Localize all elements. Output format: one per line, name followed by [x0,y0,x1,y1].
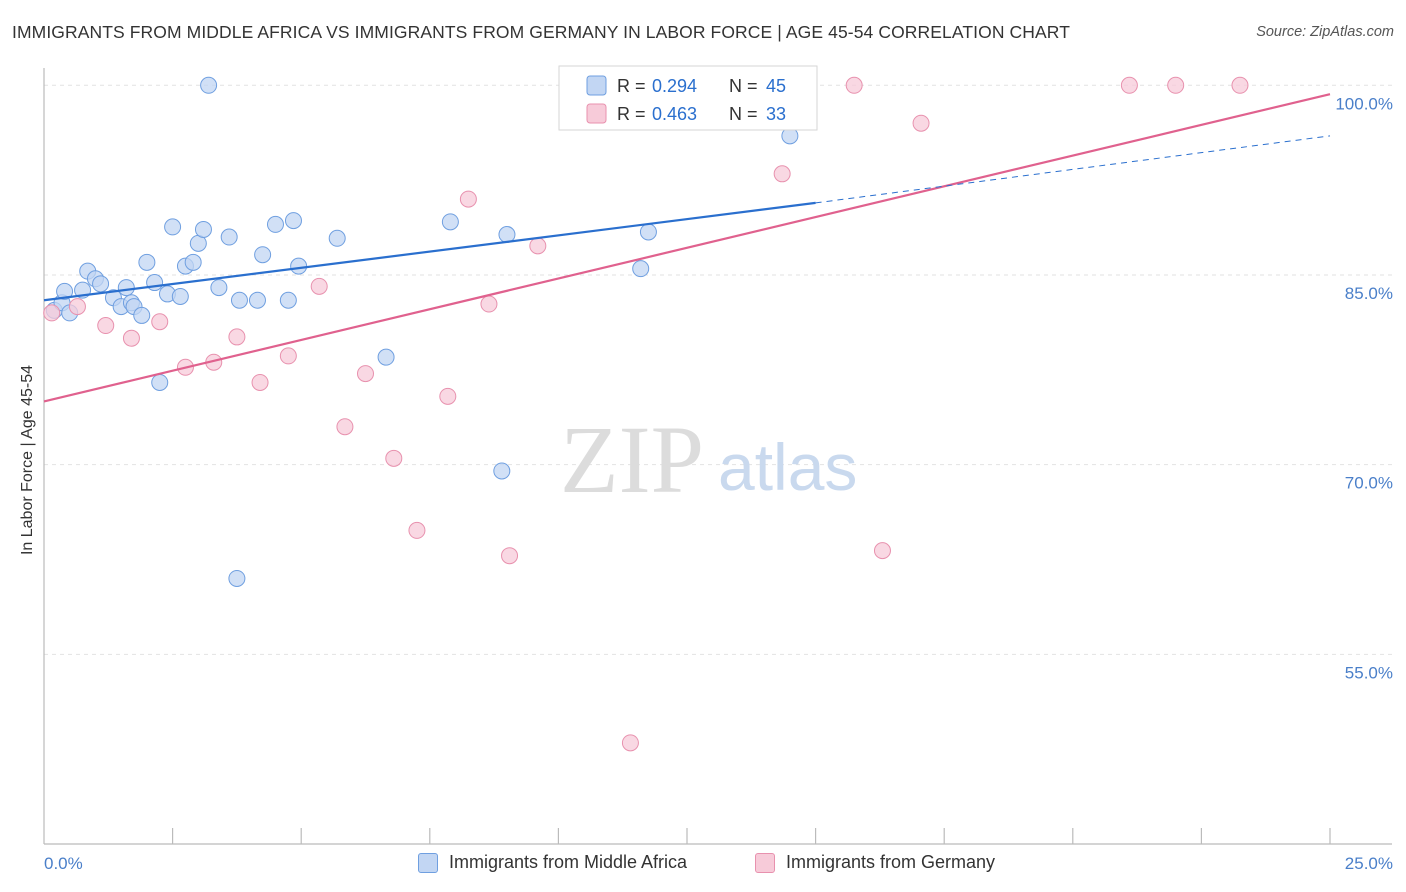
legend-marker-germany [755,852,775,873]
axes [43,68,1392,845]
point-series-1-2 [97,317,115,335]
point-series-1-0 [43,304,61,322]
point-series-0-15 [146,274,164,292]
watermark-zip: ZIP [560,406,704,513]
gridlines [44,84,1392,655]
y-axis-label: In Labor Force | Age 45-54 [19,364,36,556]
legend-n-value-germany: 33 [766,104,786,124]
legend-r-value-middle-africa: 0.294 [652,76,697,96]
legend-item-germany[interactable]: Immigrants from Germany [755,852,995,873]
point-series-0-18 [164,218,182,236]
point-series-1-27 [1120,76,1138,94]
legend-swatch-middle-africa [586,75,607,96]
point-series-0-35 [328,229,346,247]
y-tick-label-0: 100.0% [1335,94,1393,113]
point-series-0-23 [194,220,212,238]
point-series-0-7 [92,275,110,293]
point-series-1-18 [501,547,519,565]
point-series-0-38 [493,462,511,480]
legend-label-germany: Immigrants from Germany [786,852,996,872]
point-series-1-25 [873,542,891,560]
legend-r-label-2: R = [617,104,646,124]
trend-line-germany [43,93,1331,403]
point-series-1-8 [251,373,269,391]
legend-r-label-1: R = [617,76,646,96]
trend-lines [43,93,1331,403]
point-series-0-24 [200,76,218,94]
legend-label-middle-africa: Immigrants from Middle Africa [449,852,688,872]
point-series-1-11 [336,418,354,436]
legend-marker-middle-africa [418,852,438,873]
point-series-1-19 [529,237,547,255]
point-series-1-10 [310,277,328,295]
x-tick-label-left: 0.0% [44,854,83,873]
chart-title: IMMIGRANTS FROM MIDDLE AFRICA VS IMMIGRA… [12,22,1070,42]
point-series-0-32 [279,291,297,309]
point-series-1-12 [357,365,374,383]
y-tick-labels: 100.0% 85.0% 70.0% 55.0% [1335,94,1393,682]
point-series-0-41 [632,260,650,278]
point-series-0-2 [56,282,74,300]
legend-n-value-middle-africa: 45 [766,76,786,96]
x-tick-labels: 0.0% 25.0% [44,854,1393,873]
point-series-0-36 [377,348,395,366]
legend-n-label-1: N = [729,76,758,96]
point-series-0-14 [138,253,156,271]
point-series-1-21 [621,734,639,752]
point-series-0-16 [151,373,169,391]
point-series-1-3 [122,329,140,347]
y-tick-label-3: 55.0% [1345,663,1393,682]
point-series-1-13 [385,449,403,467]
legend-r-value-germany: 0.463 [652,104,697,124]
point-series-0-21 [184,253,202,271]
point-series-0-33 [284,212,302,230]
x-tick-label-right: 25.0% [1345,854,1393,873]
point-series-1-24 [845,76,863,94]
legend-n-label-2: N = [729,104,758,124]
point-series-0-30 [254,246,272,264]
point-series-1-1 [68,298,86,316]
source-credit: Source: ZipAtlas.com [1256,24,1394,40]
watermark-atlas: atlas [718,430,857,504]
point-series-0-29 [248,291,266,309]
series-legend: Immigrants from Middle Africa Immigrants… [0,852,1406,878]
point-series-0-28 [230,291,248,309]
point-series-1-23 [773,165,791,183]
point-series-0-37 [441,213,459,231]
point-series-1-26 [912,114,930,132]
point-series-1-16 [459,190,477,208]
point-series-0-34 [290,257,308,275]
point-series-0-25 [210,279,228,297]
point-series-1-15 [439,387,457,405]
point-series-0-26 [220,228,238,246]
point-series-0-19 [171,287,189,305]
point-series-0-42 [639,223,657,241]
point-series-1-9 [279,347,297,365]
point-series-0-10 [117,279,135,297]
point-series-0-27 [228,569,246,587]
point-series-1-28 [1167,76,1185,94]
trend-line-middle-africa [43,201,816,302]
point-series-0-13 [133,306,151,324]
y-tick-label-2: 70.0% [1345,474,1393,493]
point-series-1-7 [228,328,246,346]
point-series-1-17 [480,295,498,313]
legend-stats: R = 0.294 N = 45 R = 0.463 N = 33 [558,65,818,131]
watermark: ZIP atlas [560,406,857,513]
y-tick-label-1: 85.0% [1345,284,1393,303]
trend-line-middle-africa-extension [815,135,1331,204]
legend-item-middle-africa[interactable]: Immigrants from Middle Africa [418,852,687,873]
point-series-1-29 [1231,76,1249,94]
point-series-0-31 [266,215,284,233]
legend-swatch-germany [586,103,607,124]
point-series-1-4 [151,313,169,331]
point-series-1-14 [408,521,426,539]
